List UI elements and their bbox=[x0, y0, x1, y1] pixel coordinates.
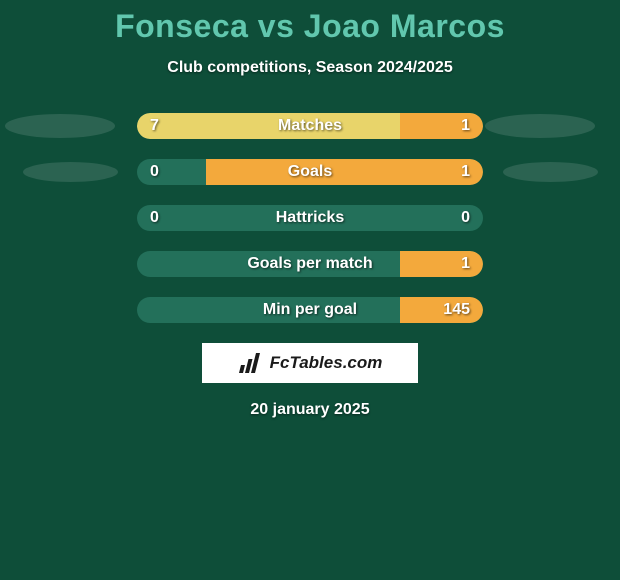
stat-row: Goals0 1 bbox=[0, 159, 620, 185]
stat-bar: Matches bbox=[137, 113, 483, 139]
player-shadow-left bbox=[5, 114, 115, 138]
stat-bar-right-fill bbox=[400, 251, 483, 277]
stat-bar-right-fill bbox=[400, 113, 483, 139]
stat-value-right: 1 bbox=[461, 113, 470, 139]
stat-bar: Goals bbox=[137, 159, 483, 185]
stat-row: Min per goal145 bbox=[0, 297, 620, 323]
stat-value-left: 7 bbox=[150, 113, 159, 139]
stat-bar: Min per goal bbox=[137, 297, 483, 323]
stat-bar: Hattricks bbox=[137, 205, 483, 231]
comparison-infographic: Fonseca vs Joao Marcos Club competitions… bbox=[0, 0, 620, 580]
stat-bar-left-fill bbox=[137, 113, 400, 139]
player-shadow-left bbox=[23, 162, 118, 182]
stat-bar: Goals per match bbox=[137, 251, 483, 277]
stat-value-left: 0 bbox=[150, 205, 159, 231]
logo-text: FcTables.com bbox=[270, 353, 383, 373]
stat-value-right: 0 bbox=[461, 205, 470, 231]
stat-value-left: 0 bbox=[150, 159, 159, 185]
infographic-date: 20 january 2025 bbox=[0, 401, 620, 419]
page-title: Fonseca vs Joao Marcos bbox=[0, 0, 620, 45]
stat-label: Hattricks bbox=[137, 205, 483, 231]
stat-value-right: 1 bbox=[461, 251, 470, 277]
stat-value-right: 1 bbox=[461, 159, 470, 185]
stat-row: Hattricks0 0 bbox=[0, 205, 620, 231]
stat-row: Matches7 1 bbox=[0, 113, 620, 139]
stat-row: Goals per match1 bbox=[0, 251, 620, 277]
page-subtitle: Club competitions, Season 2024/2025 bbox=[0, 59, 620, 77]
stat-value-right: 145 bbox=[443, 297, 470, 323]
stat-bar-right-fill bbox=[400, 297, 483, 323]
stat-rows: Matches71Goals01Hattricks00Goals per mat… bbox=[0, 113, 620, 323]
fctables-logo: FcTables.com bbox=[202, 343, 418, 383]
logo-bars-icon bbox=[238, 353, 264, 373]
player-shadow-right bbox=[485, 114, 595, 138]
stat-bar-right-fill bbox=[206, 159, 483, 185]
player-shadow-right bbox=[503, 162, 598, 182]
